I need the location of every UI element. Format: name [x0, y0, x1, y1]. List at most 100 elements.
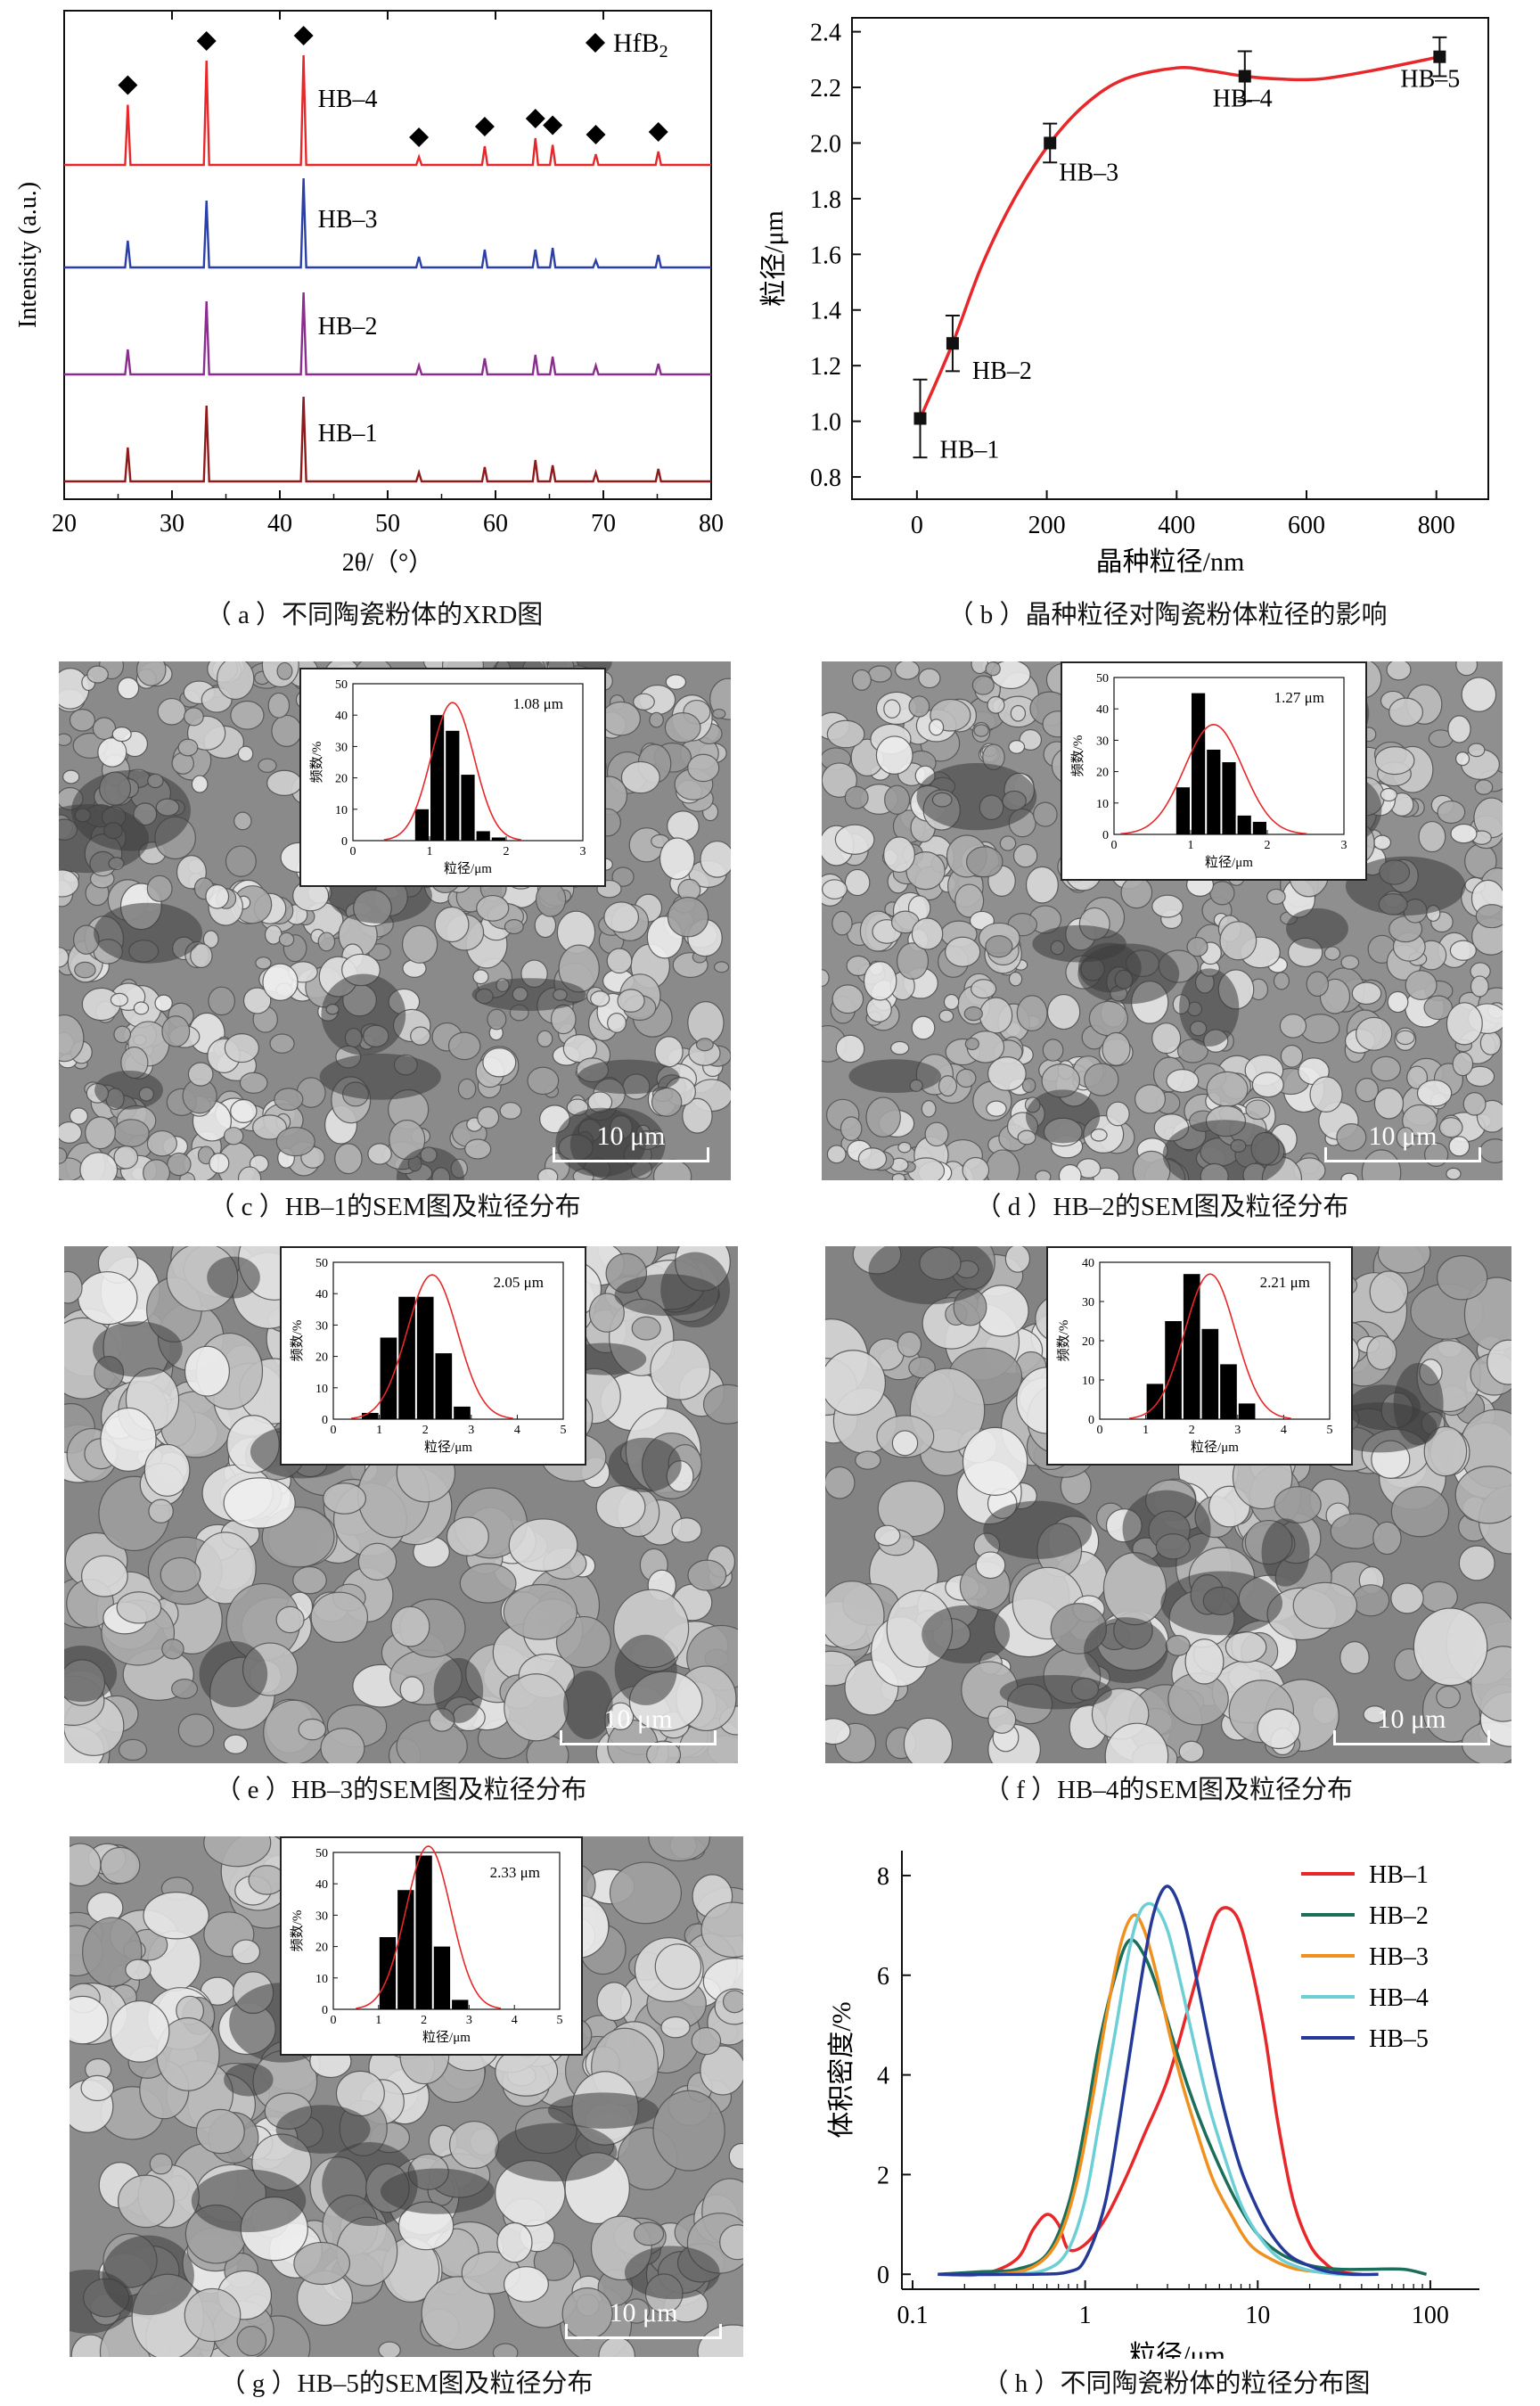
x-tick-label: 4	[1281, 1424, 1287, 1437]
histogram-bar	[1201, 1328, 1219, 1419]
particle	[929, 719, 945, 736]
particle	[69, 1107, 88, 1125]
particle	[1042, 1039, 1064, 1062]
particle	[700, 2045, 743, 2096]
shadow-gap	[93, 1321, 183, 1377]
y-tick-label: 2	[877, 2162, 889, 2189]
particle	[148, 1499, 174, 1523]
particle	[822, 762, 857, 798]
x-tick-label: 2	[504, 845, 510, 858]
y-tick-label: 2.2	[810, 75, 841, 103]
histogram-bar	[454, 1406, 471, 1419]
particle	[62, 769, 80, 784]
particle	[911, 1015, 936, 1040]
particle	[146, 1129, 177, 1157]
shadow-gap	[224, 2063, 274, 2097]
particle	[113, 1025, 132, 1044]
particle	[97, 737, 127, 768]
particle	[275, 1127, 315, 1157]
shadow-gap	[1025, 1089, 1101, 1144]
seed-size-chart: 0 200 400 600 800 0.8 1.0 1.2 1.4 1.6 1.8 2.0 2.2 2.4…	[759, 17, 1489, 577]
x-axis-label: 2θ/（°）	[342, 548, 433, 577]
y-tick-label: 50	[335, 678, 348, 692]
x-tick-label: 70	[591, 510, 616, 538]
x-tick-label: 0	[331, 2014, 337, 2027]
particle	[825, 1350, 887, 1416]
particle	[1004, 1246, 1031, 1273]
shadow-gap	[547, 2092, 659, 2129]
histogram-bar	[476, 831, 490, 841]
scale-bar-label: 10 μm	[596, 1121, 666, 1151]
particle	[492, 2343, 519, 2357]
particle	[891, 1430, 919, 1457]
caption-h: （ h ）不同陶瓷粉体的粒径分布图	[982, 2369, 1371, 2398]
particle	[1386, 661, 1412, 681]
particle	[1309, 1076, 1343, 1113]
x-tick-label: 5	[1327, 1424, 1333, 1437]
y-tick-label: 10	[1096, 798, 1109, 811]
particle	[660, 2016, 691, 2039]
x-tick-label: 10	[1245, 2302, 1270, 2329]
particle	[664, 711, 701, 743]
particle	[1361, 1149, 1402, 1180]
particle	[92, 717, 117, 741]
peak-marker	[196, 31, 217, 51]
particle	[117, 2174, 175, 2229]
particle	[719, 2224, 743, 2261]
x-axis-label: 粒径/μm	[1191, 1440, 1239, 1455]
particle	[1454, 1466, 1511, 1524]
y-tick-label: 8	[877, 1863, 889, 1891]
histogram-inset: 0 1 2 3 4 5 0 10 20 30 40 粒径/μm 频数/% 2.21 μm	[1046, 1246, 1353, 1466]
particle	[110, 2000, 170, 2063]
particle	[1475, 904, 1503, 929]
particle	[873, 1524, 901, 1547]
particle	[831, 910, 853, 936]
particle	[320, 1728, 365, 1763]
particle	[659, 837, 695, 880]
point-label: HB–4	[1213, 86, 1273, 113]
particle	[209, 1153, 230, 1174]
distribution-curve-hb4	[938, 1901, 1362, 2277]
mean-size-label: 1.27 μm	[1274, 689, 1324, 706]
particle	[1008, 740, 1026, 754]
particle	[550, 1004, 577, 1035]
particle	[1102, 1031, 1131, 1066]
histogram-bar	[397, 1890, 414, 2009]
particle	[448, 2121, 500, 2170]
particle	[472, 969, 489, 985]
histogram-bar	[433, 1946, 451, 2009]
plot-frame	[63, 10, 712, 500]
particle	[687, 1001, 725, 1045]
histogram-inset: 0 1 2 3 4 5 0 10 20 30 40 50 粒径/μm 频数/% 2.33 μm	[280, 1836, 583, 2056]
particle	[646, 1740, 682, 1763]
scale-bar: 10 μm	[560, 1704, 717, 1745]
y-tick-label: 10	[1082, 1375, 1094, 1388]
particle	[527, 1066, 560, 1096]
particle	[1423, 995, 1454, 1021]
particle	[446, 1516, 489, 1556]
particle	[1151, 894, 1184, 918]
shadow-gap	[495, 2123, 618, 2182]
shadow-gap	[1345, 856, 1466, 916]
particle	[1266, 888, 1286, 905]
scale-bar-line	[1333, 1730, 1490, 1745]
particle	[464, 1138, 492, 1160]
particle	[504, 1673, 569, 1742]
particle	[146, 875, 173, 902]
particle	[617, 989, 645, 1013]
panel-b-seed-size: 0 200 400 600 800 0.8 1.0 1.2 1.4 1.6 1.8 2.0 2.2 2.4…	[740, 0, 1524, 588]
particle	[1135, 1084, 1167, 1114]
scale-bar-line	[1324, 1147, 1481, 1162]
scale-bar: 10 μm	[1333, 1704, 1490, 1745]
particle	[884, 784, 911, 815]
particle	[1372, 834, 1392, 850]
shadow-gap	[983, 1500, 1093, 1559]
legend-label: HfB2	[613, 29, 668, 62]
peak-marker	[525, 109, 545, 128]
y-tick-label: 0.8	[810, 464, 841, 492]
particle	[1219, 921, 1257, 961]
y-tick-label: 1.2	[810, 353, 841, 381]
y-tick-label: 0	[877, 2262, 889, 2289]
particle	[276, 661, 293, 680]
particle	[1299, 1014, 1340, 1044]
